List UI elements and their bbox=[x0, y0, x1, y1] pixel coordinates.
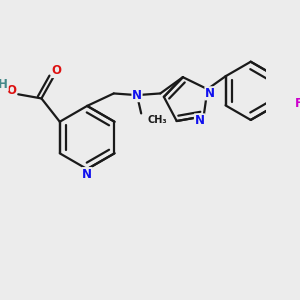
Text: N: N bbox=[132, 88, 142, 102]
Text: H: H bbox=[0, 78, 8, 91]
Text: O: O bbox=[7, 85, 16, 98]
Text: N: N bbox=[82, 168, 92, 181]
Text: CH₃: CH₃ bbox=[148, 115, 167, 125]
Text: N: N bbox=[205, 87, 215, 100]
Text: F: F bbox=[295, 97, 300, 110]
Text: N: N bbox=[194, 114, 205, 127]
Text: O: O bbox=[51, 64, 62, 77]
